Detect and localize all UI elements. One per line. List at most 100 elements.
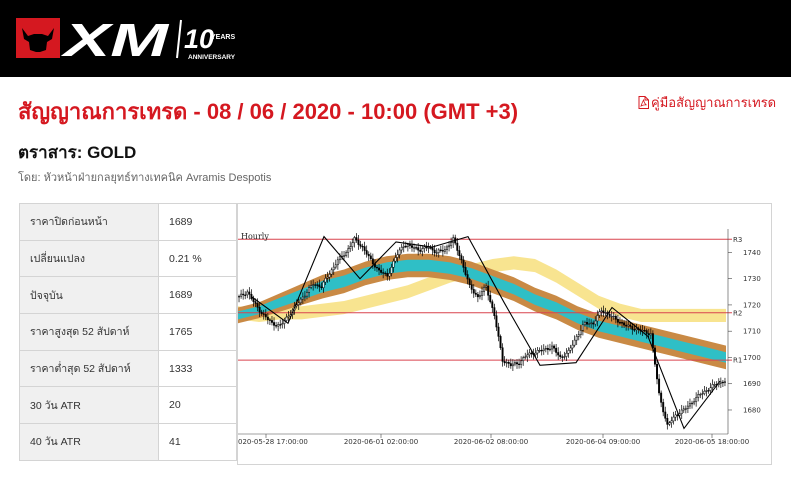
- candle-body: [536, 350, 539, 354]
- candle-body: [328, 274, 331, 278]
- candle-body: [674, 414, 677, 418]
- stat-label: ปัจจุบัน: [19, 276, 159, 315]
- candle-body: [478, 295, 481, 298]
- candle-body: [563, 356, 566, 358]
- candle-body: [464, 267, 467, 275]
- candle-body: [448, 245, 451, 248]
- candle-body: [711, 384, 714, 388]
- candle-body: [670, 420, 673, 423]
- level-label-r1: R1: [733, 357, 742, 365]
- candle-body: [501, 347, 504, 362]
- stat-label: ราคาสูงสุด 52 สัปดาห์: [19, 313, 159, 351]
- candle-body: [306, 292, 308, 297]
- candle-body: [437, 249, 440, 253]
- table-row: ปัจจุบัน 1689: [19, 276, 237, 315]
- candle-body: [388, 273, 391, 277]
- candle-body: [353, 237, 356, 244]
- candle-body: [713, 384, 716, 386]
- candle-body: [641, 330, 644, 332]
- candle-body: [618, 322, 621, 324]
- candle-body: [507, 361, 510, 364]
- candle-body: [262, 313, 265, 315]
- candle-body: [555, 347, 558, 353]
- candle-body: [460, 255, 463, 261]
- stat-label: ราคาต่ำสุด 52 สัปดาห์: [19, 349, 159, 388]
- candle-body: [596, 315, 599, 322]
- stat-value: 1689: [158, 276, 237, 315]
- candle-body: [660, 392, 663, 403]
- candle-body: [299, 298, 302, 304]
- candle-body: [676, 414, 679, 416]
- logo-text: XM: [59, 14, 170, 64]
- candle-body: [386, 272, 389, 277]
- candle-body: [719, 381, 722, 384]
- candle-body: [565, 352, 568, 357]
- candle-body: [326, 276, 329, 279]
- y-tick-label: 1720: [743, 301, 761, 309]
- candle-body: [357, 240, 360, 245]
- candle-body: [526, 354, 529, 358]
- candle-body: [345, 252, 348, 257]
- candle-body: [254, 301, 257, 304]
- price-chart: R3 R2 R1 1680 1690 1700 1710 1720 1730 1740 020-0…: [237, 203, 772, 465]
- candle-body: [402, 245, 405, 248]
- candle-body: [656, 364, 658, 380]
- candle-body: [625, 324, 628, 327]
- candle-body: [561, 356, 564, 358]
- candle-body: [594, 320, 597, 325]
- instrument-heading: ตราสาร: GOLD: [18, 143, 137, 162]
- candle-body: [546, 348, 549, 350]
- band-yellow: [238, 256, 726, 322]
- timeframe-label: Hourly: [241, 232, 269, 241]
- x-tick-label: 2020-06-05 18:00:00: [675, 438, 749, 446]
- top-banner: XM 10 YEARS ANNIVERSARY: [0, 0, 791, 77]
- candle-body: [487, 285, 490, 296]
- table-row: เปลี่ยนแปลง 0.21 %: [19, 239, 237, 278]
- candle-body: [703, 390, 706, 394]
- candle-body: [649, 333, 652, 336]
- candle-body: [308, 287, 311, 293]
- candle-body: [627, 324, 630, 327]
- stat-label: ราคาปิดก่อนหน้า: [19, 203, 159, 241]
- candle-body: [524, 356, 527, 358]
- candle-body: [643, 330, 646, 332]
- candle-body: [252, 298, 255, 302]
- candle-body: [474, 292, 477, 295]
- candle-body: [268, 319, 271, 321]
- y-tick-label: 1700: [743, 354, 761, 362]
- candle-body: [285, 316, 288, 321]
- candle-body: [258, 307, 261, 313]
- candle-body: [686, 405, 689, 409]
- candle-body: [551, 345, 553, 350]
- candle-body: [621, 322, 623, 324]
- candle-body: [413, 247, 416, 249]
- candle-body: [369, 255, 372, 260]
- candle-body: [588, 323, 591, 325]
- band-teal: [238, 259, 726, 363]
- xm-logo[interactable]: XM 10 YEARS ANNIVERSARY: [16, 12, 246, 64]
- trading-signals-guide-link[interactable]: คู่มือสัญญาณการเทรด: [638, 92, 776, 113]
- candle-body: [371, 258, 374, 265]
- candle-body: [697, 394, 700, 398]
- candle-body: [540, 349, 543, 352]
- candle-body: [361, 245, 364, 248]
- candle-body: [287, 315, 290, 318]
- candle-body: [610, 315, 613, 318]
- candle-body: [343, 255, 346, 257]
- candle-body: [503, 361, 506, 364]
- candle-body: [301, 296, 304, 300]
- candle-body: [336, 259, 339, 266]
- author-byline: โดย: หัวหน้าฝ่ายกลยุทธ์ทางเทคนิค Avramis…: [18, 172, 272, 184]
- candle-body: [483, 287, 486, 292]
- candle-body: [363, 246, 366, 251]
- candle-body: [248, 291, 251, 295]
- stat-label: 30 วัน ATR: [19, 386, 159, 425]
- candle-body: [485, 285, 488, 288]
- chart-svg: R3 R2 R1 1680 1690 1700 1710 1720 1730 1740 020-0…: [238, 229, 761, 446]
- candle-body: [530, 352, 533, 355]
- candle-body: [431, 247, 434, 251]
- candle-body: [400, 247, 403, 251]
- candle-body: [476, 294, 479, 298]
- candle-body: [320, 286, 323, 288]
- candle-body: [266, 316, 269, 320]
